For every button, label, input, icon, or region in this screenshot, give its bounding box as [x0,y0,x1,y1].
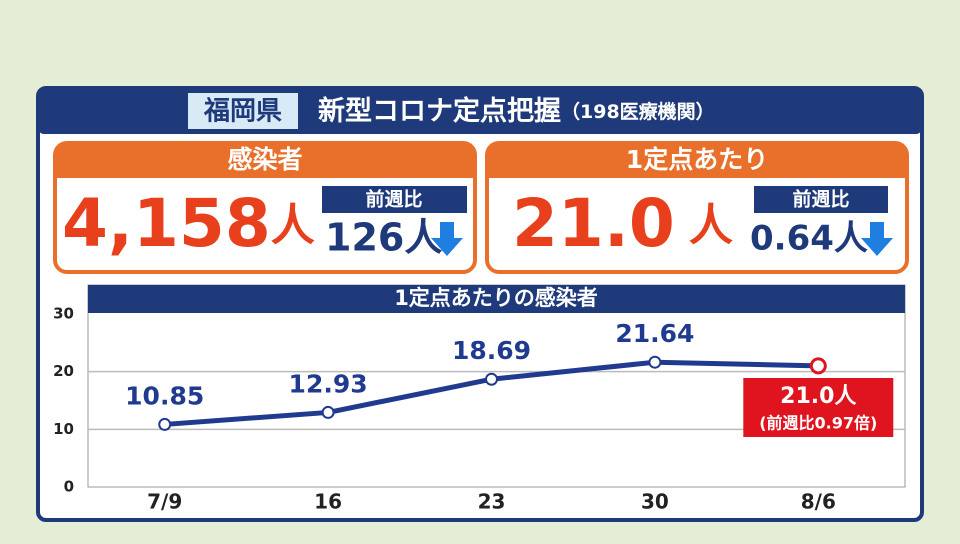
value-label: 10.85 [125,381,204,410]
y-tick-label: 30 [53,305,74,323]
x-tick-label: 7/9 [147,490,182,514]
value-label: 12.93 [289,369,368,398]
value-unit: 人 [271,200,315,251]
point [321,405,335,419]
x-tick-label: 16 [314,490,342,514]
point [485,372,498,386]
y-tick-label: 0 [64,478,74,496]
compare-value: 0.64人 [750,219,868,259]
point [158,417,172,431]
panel-value: 4,158人 [62,185,315,262]
chart-title-bar [88,285,905,313]
compare-box [754,186,888,213]
panel-value: 21.0 人 [512,185,733,262]
header-title: 新型コロナ定点把握（198医療機関） [318,95,715,127]
region-box [188,93,298,129]
point [809,357,827,375]
compare-label: 前週比 [365,188,422,211]
compare-value: 126人 [325,216,442,260]
down-arrow [861,222,893,256]
header-title-text: 新型コロナ定点把握 [318,95,561,127]
x-tick-label: 8/6 [801,490,836,514]
highlight-box [743,378,894,437]
y-tick-label: 20 [53,362,74,380]
panel-title: 1定点あたり [626,145,768,174]
value-number: 21.0 [512,185,675,262]
value-label: 21.64 [615,319,694,348]
header-note: （198医療機関） [561,100,715,123]
panel-header [487,143,907,178]
value-unit: 人 [689,200,733,251]
y-tick-label: 10 [53,420,74,438]
x-tick-label: 30 [641,490,669,514]
chart-title: 1定点あたりの感染者 [394,286,598,310]
down-arrow [431,222,463,256]
region: 福岡県 [203,97,282,127]
point [648,355,662,369]
value-number: 4,158 [62,185,271,262]
x-tick-label: 23 [478,490,506,514]
annotation: (前週比0.97倍) [759,414,877,433]
compare-label: 前週比 [792,188,849,211]
panel-header [55,143,475,178]
compare-box [322,186,467,213]
value-label: 21.0人 [780,384,856,409]
panel-title: 感染者 [227,145,302,174]
value-label: 18.69 [452,336,531,365]
